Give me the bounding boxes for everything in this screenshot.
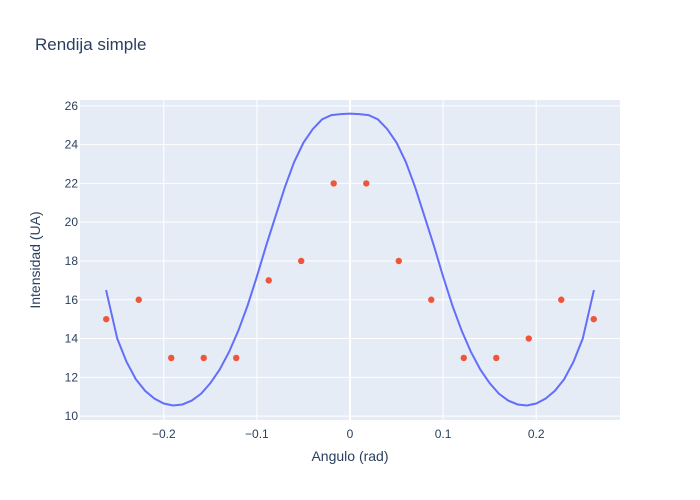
y-tick-label: 20	[65, 215, 79, 229]
y-tick-label: 10	[65, 409, 79, 423]
data-point	[265, 277, 272, 284]
x-tick-label: 0.2	[528, 427, 545, 441]
y-tick-label: 22	[65, 176, 79, 190]
fit-line-layer	[105, 112, 595, 407]
data-point	[135, 296, 142, 303]
y-tick-label: 26	[65, 99, 79, 113]
data-point	[558, 296, 565, 303]
y-tick-label: 16	[65, 293, 79, 307]
data-point	[525, 335, 532, 342]
data-point	[298, 257, 305, 265]
fit-curve-line	[105, 112, 595, 407]
data-point	[363, 180, 370, 187]
data-point	[103, 315, 110, 323]
x-tick-label: −0.1	[245, 427, 269, 441]
chart-title: Rendija simple	[35, 35, 147, 54]
y-tick-label: 14	[65, 332, 79, 346]
data-point	[395, 257, 402, 265]
data-points	[103, 180, 597, 362]
x-tick-label: 0.1	[435, 427, 452, 441]
data-point	[200, 354, 207, 362]
data-point	[460, 354, 467, 362]
data-point	[428, 296, 435, 303]
x-axis-title: Angulo (rad)	[311, 448, 388, 464]
data-point	[493, 354, 500, 362]
data-point	[233, 354, 240, 362]
data-point	[168, 354, 175, 362]
y-tick-labels: 10 12 14 16 18 20 22 24 26	[65, 99, 79, 423]
y-tick-label: 24	[65, 138, 79, 152]
data-point	[330, 180, 337, 187]
y-tick-label: 18	[65, 254, 79, 268]
grid	[80, 100, 620, 420]
x-tick-label: 0	[347, 427, 354, 441]
y-axis-title: Intensidad (UA)	[27, 211, 43, 308]
y-tick-label: 12	[65, 370, 79, 384]
x-tick-label: −0.2	[152, 427, 176, 441]
x-tick-labels: −0.2 −0.1 0 0.1 0.2	[152, 427, 545, 441]
data-point	[590, 315, 597, 323]
